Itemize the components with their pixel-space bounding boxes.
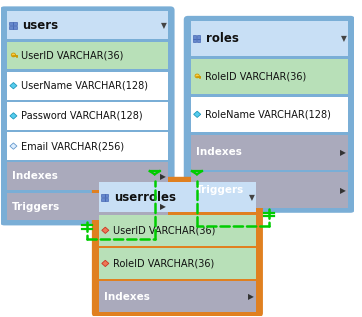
- Text: ▶: ▶: [160, 202, 165, 211]
- Polygon shape: [102, 260, 109, 267]
- Text: RoleName VARCHAR(128): RoleName VARCHAR(128): [205, 109, 331, 119]
- Text: ▶: ▶: [340, 185, 346, 195]
- Bar: [99, 281, 256, 312]
- Polygon shape: [10, 113, 17, 119]
- FancyBboxPatch shape: [0, 6, 174, 225]
- Polygon shape: [194, 111, 201, 118]
- Bar: [13, 22, 17, 25]
- Text: Indexes: Indexes: [12, 171, 58, 181]
- Bar: [99, 182, 256, 212]
- Text: RoleID VARCHAR(36): RoleID VARCHAR(36): [113, 258, 214, 268]
- Text: Indexes: Indexes: [104, 292, 150, 301]
- Circle shape: [11, 53, 16, 57]
- Bar: [7, 193, 168, 220]
- Bar: [197, 36, 200, 39]
- Text: ▶: ▶: [248, 292, 254, 301]
- Bar: [101, 194, 105, 197]
- Bar: [105, 194, 109, 197]
- Bar: [191, 59, 348, 94]
- Text: ▶: ▶: [340, 148, 346, 157]
- Bar: [13, 26, 17, 29]
- Bar: [193, 39, 197, 42]
- Text: Email VARCHAR(256): Email VARCHAR(256): [21, 141, 124, 151]
- Text: userroles: userroles: [114, 191, 176, 204]
- Bar: [9, 26, 13, 29]
- Text: Password VARCHAR(128): Password VARCHAR(128): [21, 111, 143, 121]
- Bar: [9, 22, 13, 25]
- Text: ▼: ▼: [249, 193, 255, 202]
- Text: UserName VARCHAR(128): UserName VARCHAR(128): [21, 81, 148, 91]
- Text: Triggers: Triggers: [196, 185, 244, 195]
- Bar: [101, 197, 105, 201]
- Bar: [7, 163, 168, 190]
- Text: UserID VARCHAR(36): UserID VARCHAR(36): [21, 50, 123, 61]
- Bar: [191, 97, 348, 132]
- Text: ▼: ▼: [161, 21, 167, 30]
- Bar: [7, 102, 168, 130]
- FancyBboxPatch shape: [184, 16, 355, 213]
- Bar: [105, 197, 109, 201]
- Bar: [191, 172, 348, 208]
- Bar: [99, 215, 256, 246]
- FancyBboxPatch shape: [92, 177, 263, 317]
- Bar: [191, 134, 348, 170]
- Bar: [193, 36, 197, 39]
- Polygon shape: [10, 143, 17, 149]
- Text: Indexes: Indexes: [196, 147, 242, 157]
- Text: roles: roles: [206, 32, 239, 45]
- Text: ▶: ▶: [160, 172, 165, 181]
- Text: Triggers: Triggers: [12, 202, 60, 211]
- Polygon shape: [10, 82, 17, 89]
- Text: UserID VARCHAR(36): UserID VARCHAR(36): [113, 225, 215, 235]
- Bar: [7, 42, 168, 69]
- Bar: [191, 21, 348, 56]
- Text: ▼: ▼: [341, 34, 347, 43]
- Text: RoleID VARCHAR(36): RoleID VARCHAR(36): [205, 71, 306, 81]
- Bar: [7, 11, 168, 39]
- Bar: [99, 248, 256, 279]
- Polygon shape: [102, 227, 109, 233]
- Circle shape: [195, 74, 199, 78]
- Text: users: users: [22, 19, 58, 32]
- Bar: [7, 72, 168, 100]
- Bar: [7, 132, 168, 160]
- Bar: [197, 39, 200, 42]
